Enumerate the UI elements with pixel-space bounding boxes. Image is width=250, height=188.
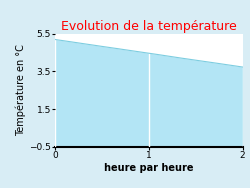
X-axis label: heure par heure: heure par heure bbox=[104, 163, 194, 173]
Y-axis label: Température en °C: Température en °C bbox=[16, 44, 26, 136]
Title: Evolution de la température: Evolution de la température bbox=[61, 20, 236, 33]
